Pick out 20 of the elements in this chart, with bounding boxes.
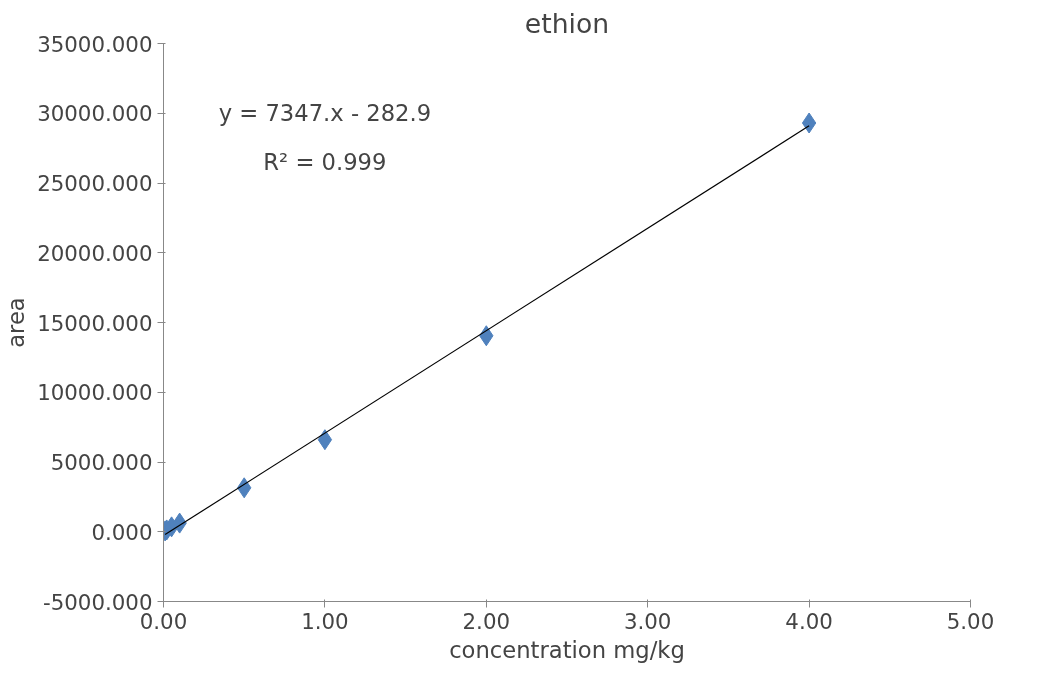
y-tick-label: 10000.000 [37, 380, 153, 406]
annotation: R² = 0.999 [263, 149, 387, 176]
x-tick-label: 5.00 [946, 608, 995, 634]
x-tick-label: 3.00 [623, 608, 672, 634]
y-tick-label: 25000.000 [37, 171, 153, 196]
point [317, 429, 333, 451]
y-tick-label: 30000.000 [37, 101, 153, 127]
chart-title: ethion [524, 7, 610, 39]
point [801, 112, 817, 134]
x-tick-label: 4.00 [785, 608, 833, 634]
y-tick-label: 20000.000 [37, 240, 153, 266]
y-axis-title: area [3, 297, 30, 348]
y-tick-label: 0.000 [91, 519, 153, 545]
x-tick-label: 2.00 [462, 608, 511, 634]
x-tick-label: 1.00 [301, 608, 349, 634]
y-tick-label: 15000.000 [37, 310, 153, 336]
y-tick-label: 35000.000 [37, 31, 153, 57]
x-axis-title: concentration mg/kg [449, 636, 685, 663]
annotation: y = 7347.x - 282.9 [218, 100, 432, 127]
y-tick-label: 5000.000 [50, 450, 153, 475]
